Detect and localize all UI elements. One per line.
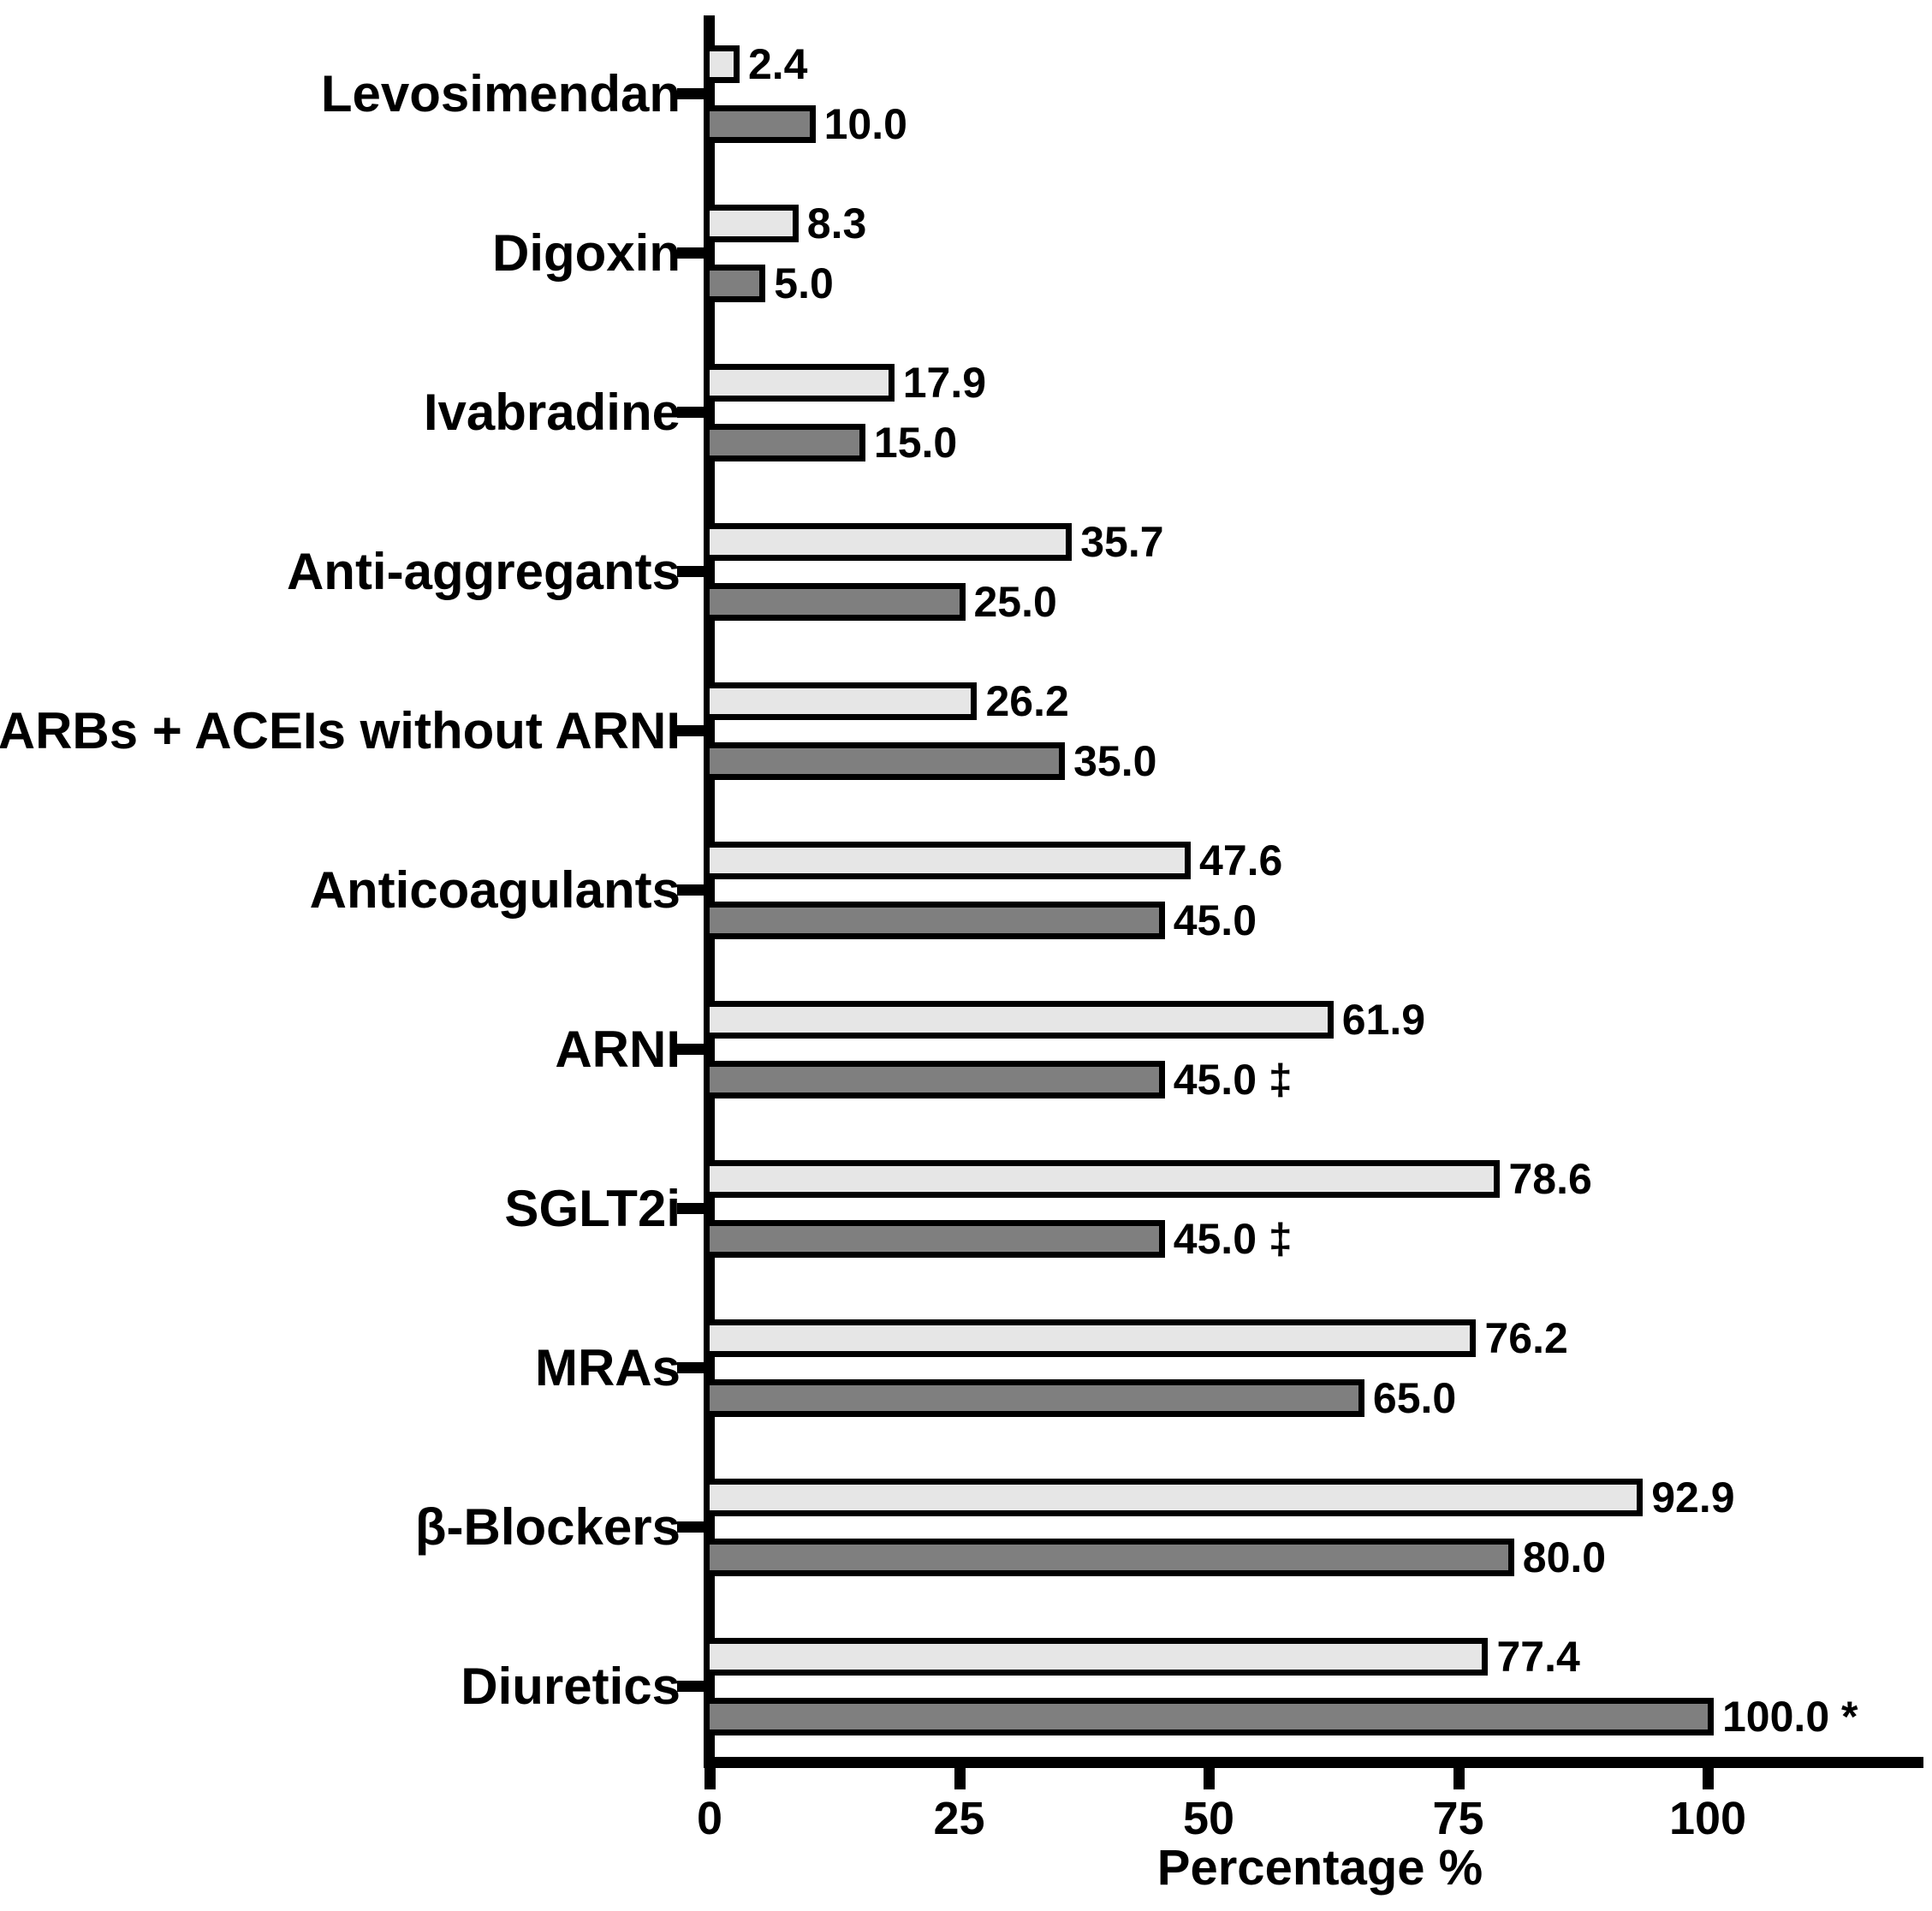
x-tick xyxy=(1204,1768,1215,1789)
bar-value-label: 5.0 xyxy=(774,259,834,307)
category-label: Anticoagulants xyxy=(309,861,681,919)
bar-value-label: 10.0 xyxy=(823,100,907,148)
bar-value-label: 77.4 xyxy=(1496,1633,1580,1681)
bar-value-label: 35.7 xyxy=(1080,518,1164,566)
bar-value-label: 80.0 xyxy=(1522,1533,1607,1581)
bar-value-label: 45.0 ‡ xyxy=(1173,1056,1293,1104)
category-label: Anti-aggregants xyxy=(286,543,681,600)
bar-value-label: 65.0 xyxy=(1372,1374,1457,1422)
x-tick xyxy=(1453,1768,1465,1789)
x-tick xyxy=(954,1768,966,1789)
y-tick xyxy=(677,88,704,99)
category-label: β-Blockers xyxy=(414,1498,681,1556)
bar-value-label: 17.9 xyxy=(902,359,987,407)
bar-value-label: 35.0 xyxy=(1073,737,1157,785)
y-tick xyxy=(677,247,704,259)
bar-value-label: 15.0 xyxy=(873,419,958,467)
bar-value-label: 45.0 xyxy=(1173,896,1257,944)
x-tick-label: 100 xyxy=(1668,1793,1747,1844)
bar-light-gray xyxy=(704,364,895,402)
bar-dark-gray xyxy=(704,105,816,143)
bar-dark-gray xyxy=(704,742,1066,780)
category-label: ARBs + ACEIs without ARNI xyxy=(0,702,681,759)
bar-dark-gray xyxy=(704,265,766,302)
bar-light-gray xyxy=(704,1479,1644,1516)
category-label: Digoxin xyxy=(492,224,681,282)
bar-dark-gray xyxy=(704,583,966,621)
y-tick xyxy=(677,884,704,896)
bar-value-label: 45.0 ‡ xyxy=(1173,1215,1293,1263)
x-axis-line xyxy=(704,1757,1923,1768)
bar-value-label: 26.2 xyxy=(985,677,1069,725)
bar-light-gray xyxy=(704,523,1073,561)
category-label: Levosimendan xyxy=(320,65,681,122)
bar-dark-gray xyxy=(704,1061,1165,1098)
y-tick xyxy=(677,1044,704,1055)
bar-value-label: 100.0 * xyxy=(1722,1693,1858,1741)
y-tick xyxy=(677,1203,704,1214)
y-tick xyxy=(677,1521,704,1533)
bar-value-label: 2.4 xyxy=(747,40,808,88)
bar-light-gray xyxy=(704,1638,1489,1676)
bar-value-label: 76.2 xyxy=(1484,1314,1568,1362)
bar-light-gray xyxy=(704,1319,1477,1357)
x-tick xyxy=(1703,1768,1714,1789)
bar-dark-gray xyxy=(704,424,865,461)
bar-light-gray xyxy=(704,205,799,242)
y-tick xyxy=(677,725,704,736)
y-tick xyxy=(677,1681,704,1692)
bar-light-gray xyxy=(704,1160,1501,1198)
bar-value-label: 47.6 xyxy=(1199,836,1283,884)
bar-dark-gray xyxy=(704,1539,1514,1576)
y-tick xyxy=(677,407,704,418)
bar-value-label: 25.0 xyxy=(973,578,1057,626)
bar-dark-gray xyxy=(704,1698,1714,1735)
bar-value-label: 8.3 xyxy=(806,199,867,247)
bar-light-gray xyxy=(704,45,740,83)
bar-dark-gray xyxy=(704,1220,1165,1258)
category-label: SGLT2i xyxy=(504,1180,681,1237)
x-tick-label: 75 xyxy=(1432,1793,1484,1844)
x-tick-label: 0 xyxy=(696,1793,723,1844)
bar-light-gray xyxy=(704,842,1192,879)
bar-value-label: 92.9 xyxy=(1651,1473,1735,1521)
x-tick xyxy=(704,1768,716,1789)
x-tick-label: 25 xyxy=(933,1793,985,1844)
bar-light-gray xyxy=(704,1001,1334,1039)
category-label: Ivabradine xyxy=(423,384,681,441)
bar-value-label: 61.9 xyxy=(1341,996,1426,1044)
y-tick xyxy=(677,1362,704,1373)
category-label: MRAs xyxy=(534,1339,681,1396)
bar-dark-gray xyxy=(704,902,1165,939)
bar-light-gray xyxy=(704,682,978,720)
x-tick-label: 50 xyxy=(1182,1793,1235,1844)
bar-value-label: 78.6 xyxy=(1508,1155,1592,1203)
category-label: ARNI xyxy=(555,1021,681,1078)
bar-dark-gray xyxy=(704,1379,1364,1417)
category-label: Diuretics xyxy=(461,1658,681,1715)
x-axis-title: Percentage % xyxy=(1156,1840,1483,1896)
y-tick xyxy=(677,566,704,577)
